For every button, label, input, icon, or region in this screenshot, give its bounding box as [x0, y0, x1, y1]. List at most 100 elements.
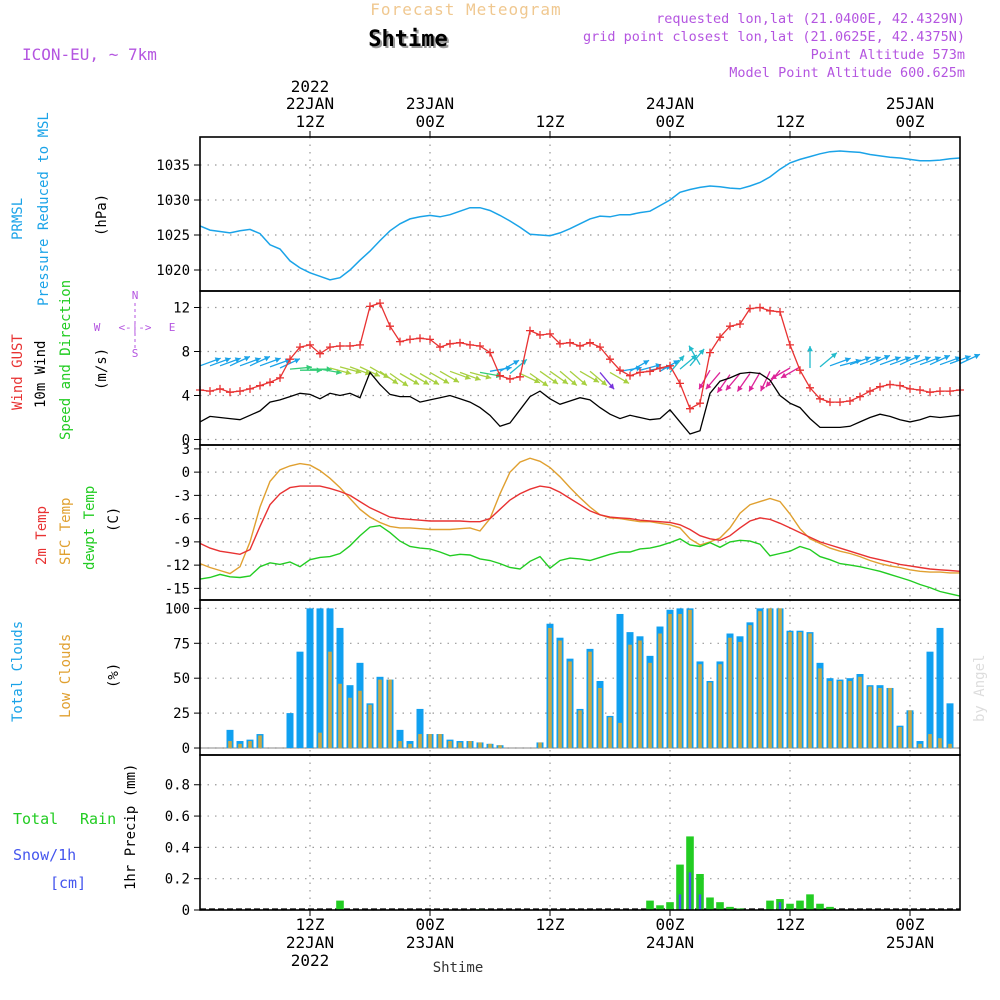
wind-gust-point [376, 299, 384, 308]
arrow-head [214, 357, 221, 363]
y-tick-label: -3 [173, 488, 190, 504]
temp-2m-line [199, 485, 961, 572]
arrow-head [443, 378, 450, 384]
wind-gust-point [396, 337, 404, 346]
arrow-head [423, 379, 430, 385]
wind-direction-arrow [199, 357, 221, 367]
cloud-low-bar [918, 743, 922, 749]
cloud-total-bar [396, 729, 404, 749]
wind-speed-line [199, 371, 961, 435]
wind-direction-arrow [929, 354, 951, 366]
arrow-head [964, 355, 971, 361]
label-2m-temp: 2m Temp [34, 506, 50, 565]
y-tick-label: 0.2 [165, 872, 190, 888]
wind-gust-point [306, 340, 314, 349]
panel-frame [199, 290, 961, 446]
cloud-low-bar [838, 680, 842, 749]
arrow-head [373, 371, 380, 377]
arrow-head [533, 377, 540, 384]
location-title: Shtime [368, 27, 447, 52]
arrow-head [705, 383, 712, 390]
label-ms: (m/s) [94, 348, 110, 390]
cloud-low-bar [568, 661, 572, 749]
label-1hr-precip: 1hr Precip (mm) [123, 764, 139, 890]
y-tick-label: 3 [182, 442, 190, 458]
temp-labels: 2m Temp SFC Temp dewpt Temp (C) [34, 486, 122, 570]
arrow-head [453, 377, 460, 383]
rain-bar [786, 903, 794, 910]
model-altitude: Model Point Altitude 600.625m [729, 65, 965, 81]
cloud-low-bar [538, 742, 542, 749]
wind-gust-point [276, 373, 284, 382]
cloud-low-bar [778, 608, 782, 749]
wind-gust-point [386, 322, 394, 331]
wind-direction-arrow [705, 371, 721, 390]
wind-direction-arrow [539, 370, 559, 385]
arrow-head [600, 379, 607, 386]
y-tick-label: 8 [182, 345, 190, 361]
wind-direction-arrow [439, 370, 460, 383]
wind-direction-arrow [807, 346, 813, 368]
wind-direction-arrow [449, 370, 471, 380]
wind-gust-point [406, 335, 414, 344]
cloud-total-bar [226, 729, 234, 749]
wind-gust-point [716, 333, 724, 342]
y-tick-label: 0 [182, 741, 190, 757]
cloud-low-bar [258, 735, 262, 749]
wind-gust-point [346, 342, 354, 350]
wind-direction-arrow [919, 356, 941, 366]
wind-gust-point [896, 381, 904, 390]
cloud-low-bar [908, 710, 912, 749]
wind-gust-point [746, 304, 754, 313]
wind-direction-arrow [770, 367, 791, 380]
wind-direction-arrow [760, 371, 771, 392]
wind-direction-arrow [909, 356, 931, 366]
y-tick-label: 0.6 [165, 809, 190, 825]
wind-gust-point [856, 392, 864, 401]
arrow-head [433, 379, 440, 385]
wind-gust-point [586, 338, 594, 347]
y-tick-label: 0 [182, 465, 190, 481]
arrow-head [263, 356, 270, 362]
snow-bar [688, 872, 692, 910]
wind-gust-point [846, 397, 854, 405]
rain-bar [816, 903, 824, 910]
arrow-head [749, 385, 755, 392]
cloud-low-bar [728, 637, 732, 749]
label-celsius: (C) [106, 507, 122, 532]
bottom-date-label: 23JAN [406, 933, 454, 952]
pressure-line [199, 150, 961, 281]
wind-direction-arrow [229, 355, 251, 367]
arrow-head [717, 386, 723, 393]
wind-gust-point [456, 338, 464, 347]
pressure-labels: PRMSL Pressure Reduced to MSL (hPa) [10, 112, 110, 306]
arrow-head [943, 355, 950, 361]
wind-gust-point [496, 371, 504, 380]
wind-direction-arrow [519, 372, 541, 384]
wind-direction-arrow [689, 348, 705, 367]
label-snow: Snow/1h [13, 846, 76, 864]
wind-gust-point [646, 367, 654, 376]
cloud-low-bar [738, 641, 742, 749]
cloud-low-bar [708, 682, 712, 749]
gridpoint-coords: grid point closest lon,lat (21.0625E, 42… [583, 29, 965, 45]
y-tick-label: 100 [165, 601, 190, 617]
wind-direction-arrow [529, 372, 549, 387]
wind-gust-point [206, 387, 214, 396]
arrow-head [485, 373, 492, 380]
dewpoint-line [199, 524, 961, 597]
wind-direction-arrow [429, 371, 450, 384]
cloud-low-bar [858, 676, 862, 749]
bottom-hour-label: 00Z [896, 915, 925, 934]
wind-gust-point [536, 331, 544, 339]
cloud-low-bar [868, 686, 872, 749]
wind-gust-point [616, 366, 624, 375]
label-percent: (%) [106, 663, 122, 688]
wind-gust-point [666, 361, 674, 370]
cloud-low-bar [318, 732, 322, 749]
rain-bar [336, 900, 344, 910]
top-hour-label: 12Z [776, 112, 805, 131]
cloud-low-bar [758, 611, 762, 749]
cloud-low-bar [418, 734, 422, 749]
